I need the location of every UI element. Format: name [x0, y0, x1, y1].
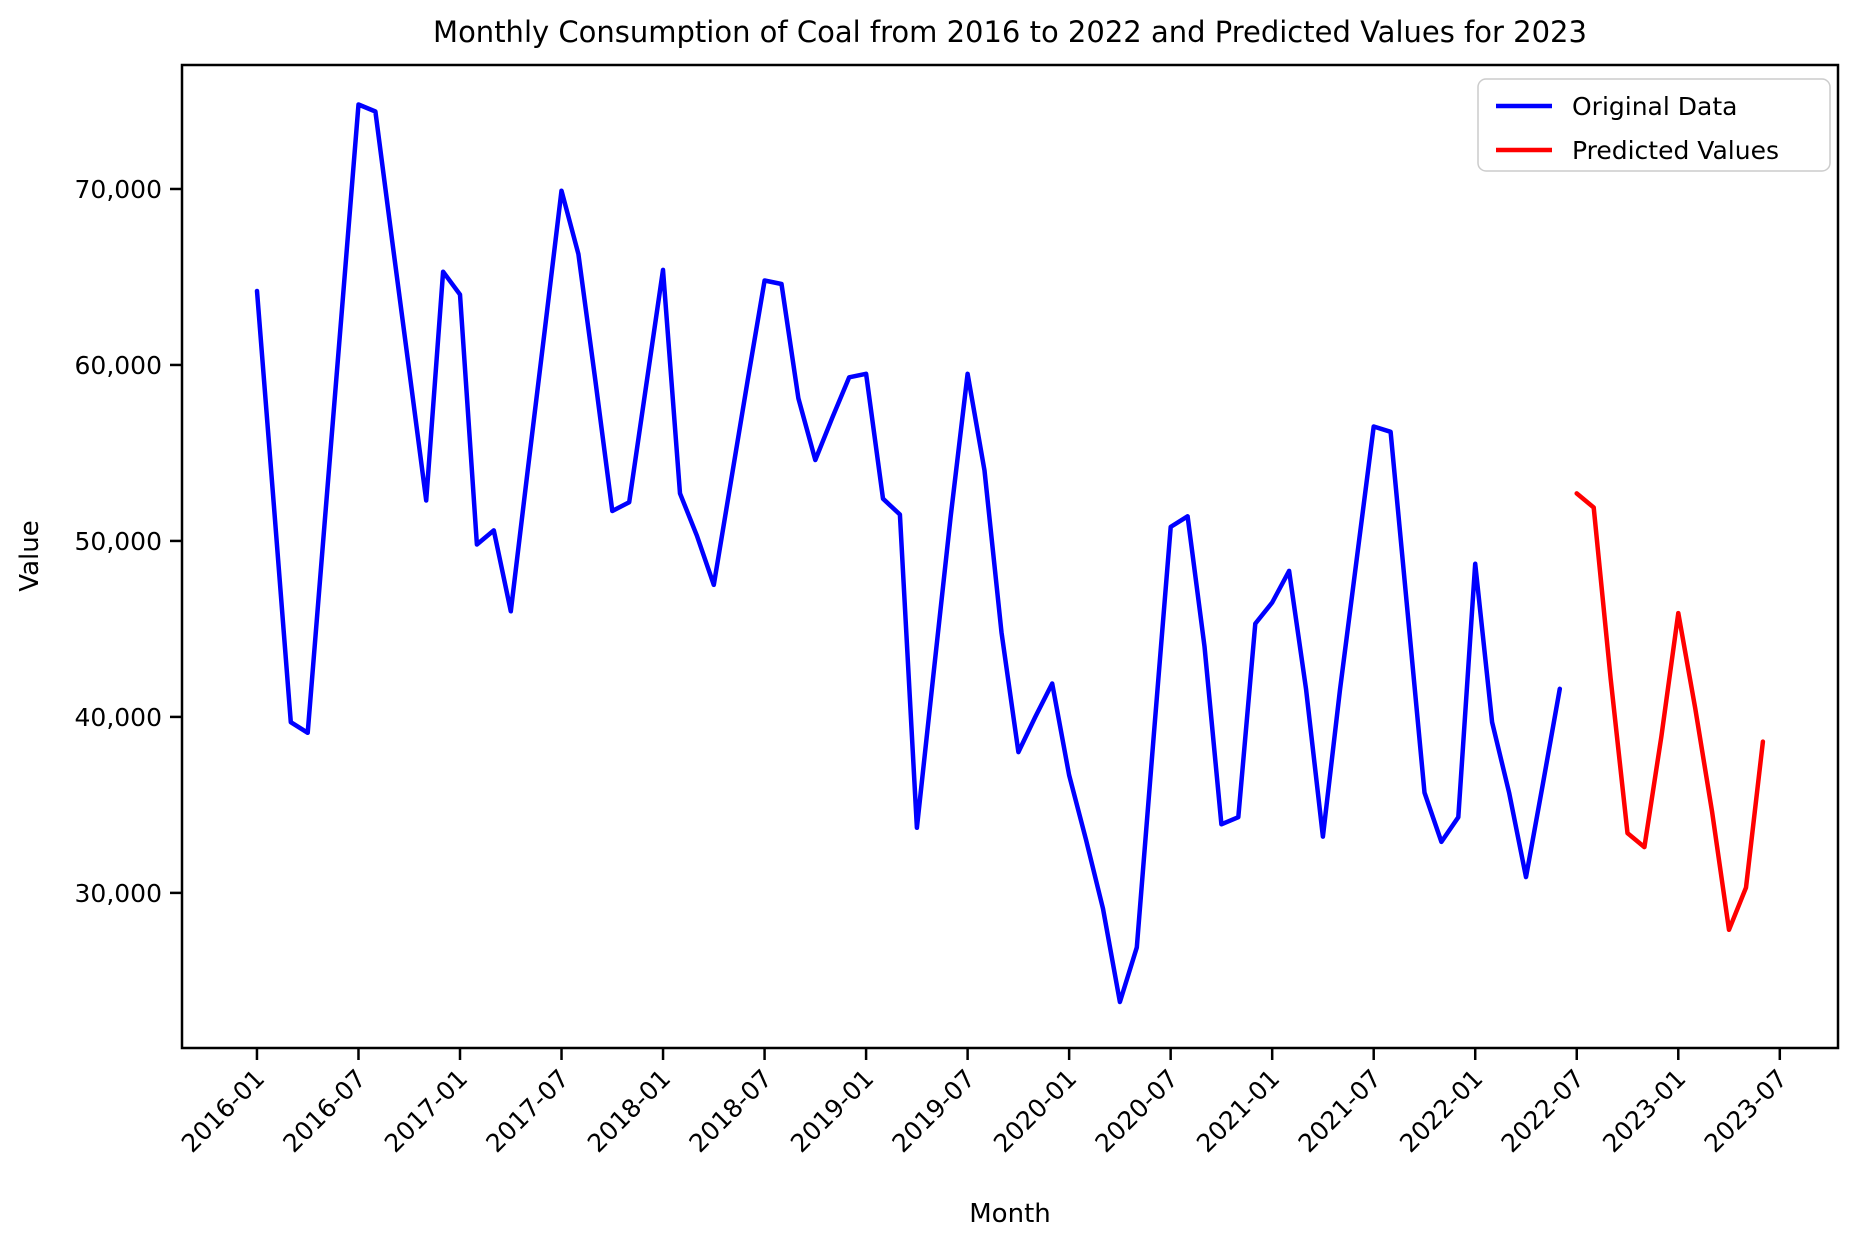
legend-box — [1477, 78, 1831, 172]
x-axis-label: Month — [969, 1199, 1051, 1229]
x-tick-label: 2022-01 — [1394, 1064, 1488, 1158]
plot-frame — [180, 63, 1840, 1050]
x-tick-label: 2021-07 — [1293, 1064, 1387, 1158]
predicted-values-line — [1574, 491, 1766, 933]
original-data-line — [254, 102, 1563, 1005]
y-tick-label: 30,000 — [75, 879, 162, 908]
x-tick-label: 2019-01 — [785, 1064, 879, 1158]
x-tick-label: 2018-01 — [582, 1064, 676, 1158]
legend: Original Data Predicted Values — [1477, 78, 1831, 172]
x-tick-label: 2016-01 — [176, 1064, 270, 1158]
y-axis-label: Value — [15, 520, 45, 591]
x-tick-label: 2022-07 — [1496, 1064, 1590, 1158]
x-tick-label: 2021-01 — [1191, 1064, 1285, 1158]
y-tick-label: 50,000 — [75, 527, 162, 556]
x-tick-label: 2016-07 — [277, 1064, 371, 1158]
x-tick-label: 2018-07 — [683, 1064, 777, 1158]
x-tick-label: 2017-07 — [480, 1064, 574, 1158]
y-tick-label: 70,000 — [75, 175, 162, 204]
chart-title: Monthly Consumption of Coal from 2016 to… — [433, 15, 1587, 49]
y-tick-label: 40,000 — [75, 703, 162, 732]
x-tick-label: 2020-07 — [1090, 1064, 1184, 1158]
x-tick-label: 2017-01 — [379, 1064, 473, 1158]
legend-label-original: Original Data — [1572, 92, 1737, 121]
x-tick-label: 2020-01 — [988, 1064, 1082, 1158]
x-tick-label: 2023-07 — [1699, 1064, 1793, 1158]
y-tick-label: 60,000 — [75, 351, 162, 380]
x-tick-label: 2019-07 — [886, 1064, 980, 1158]
x-tick-label: 2023-01 — [1597, 1064, 1691, 1158]
legend-label-predicted: Predicted Values — [1572, 136, 1779, 165]
y-axis-ticks: 30,000 40,000 50,000 60,000 70,000 — [75, 175, 182, 908]
x-axis-ticks: 2016-01 2016-07 2017-01 2017-07 2018-01 2018-… — [176, 1048, 1793, 1158]
